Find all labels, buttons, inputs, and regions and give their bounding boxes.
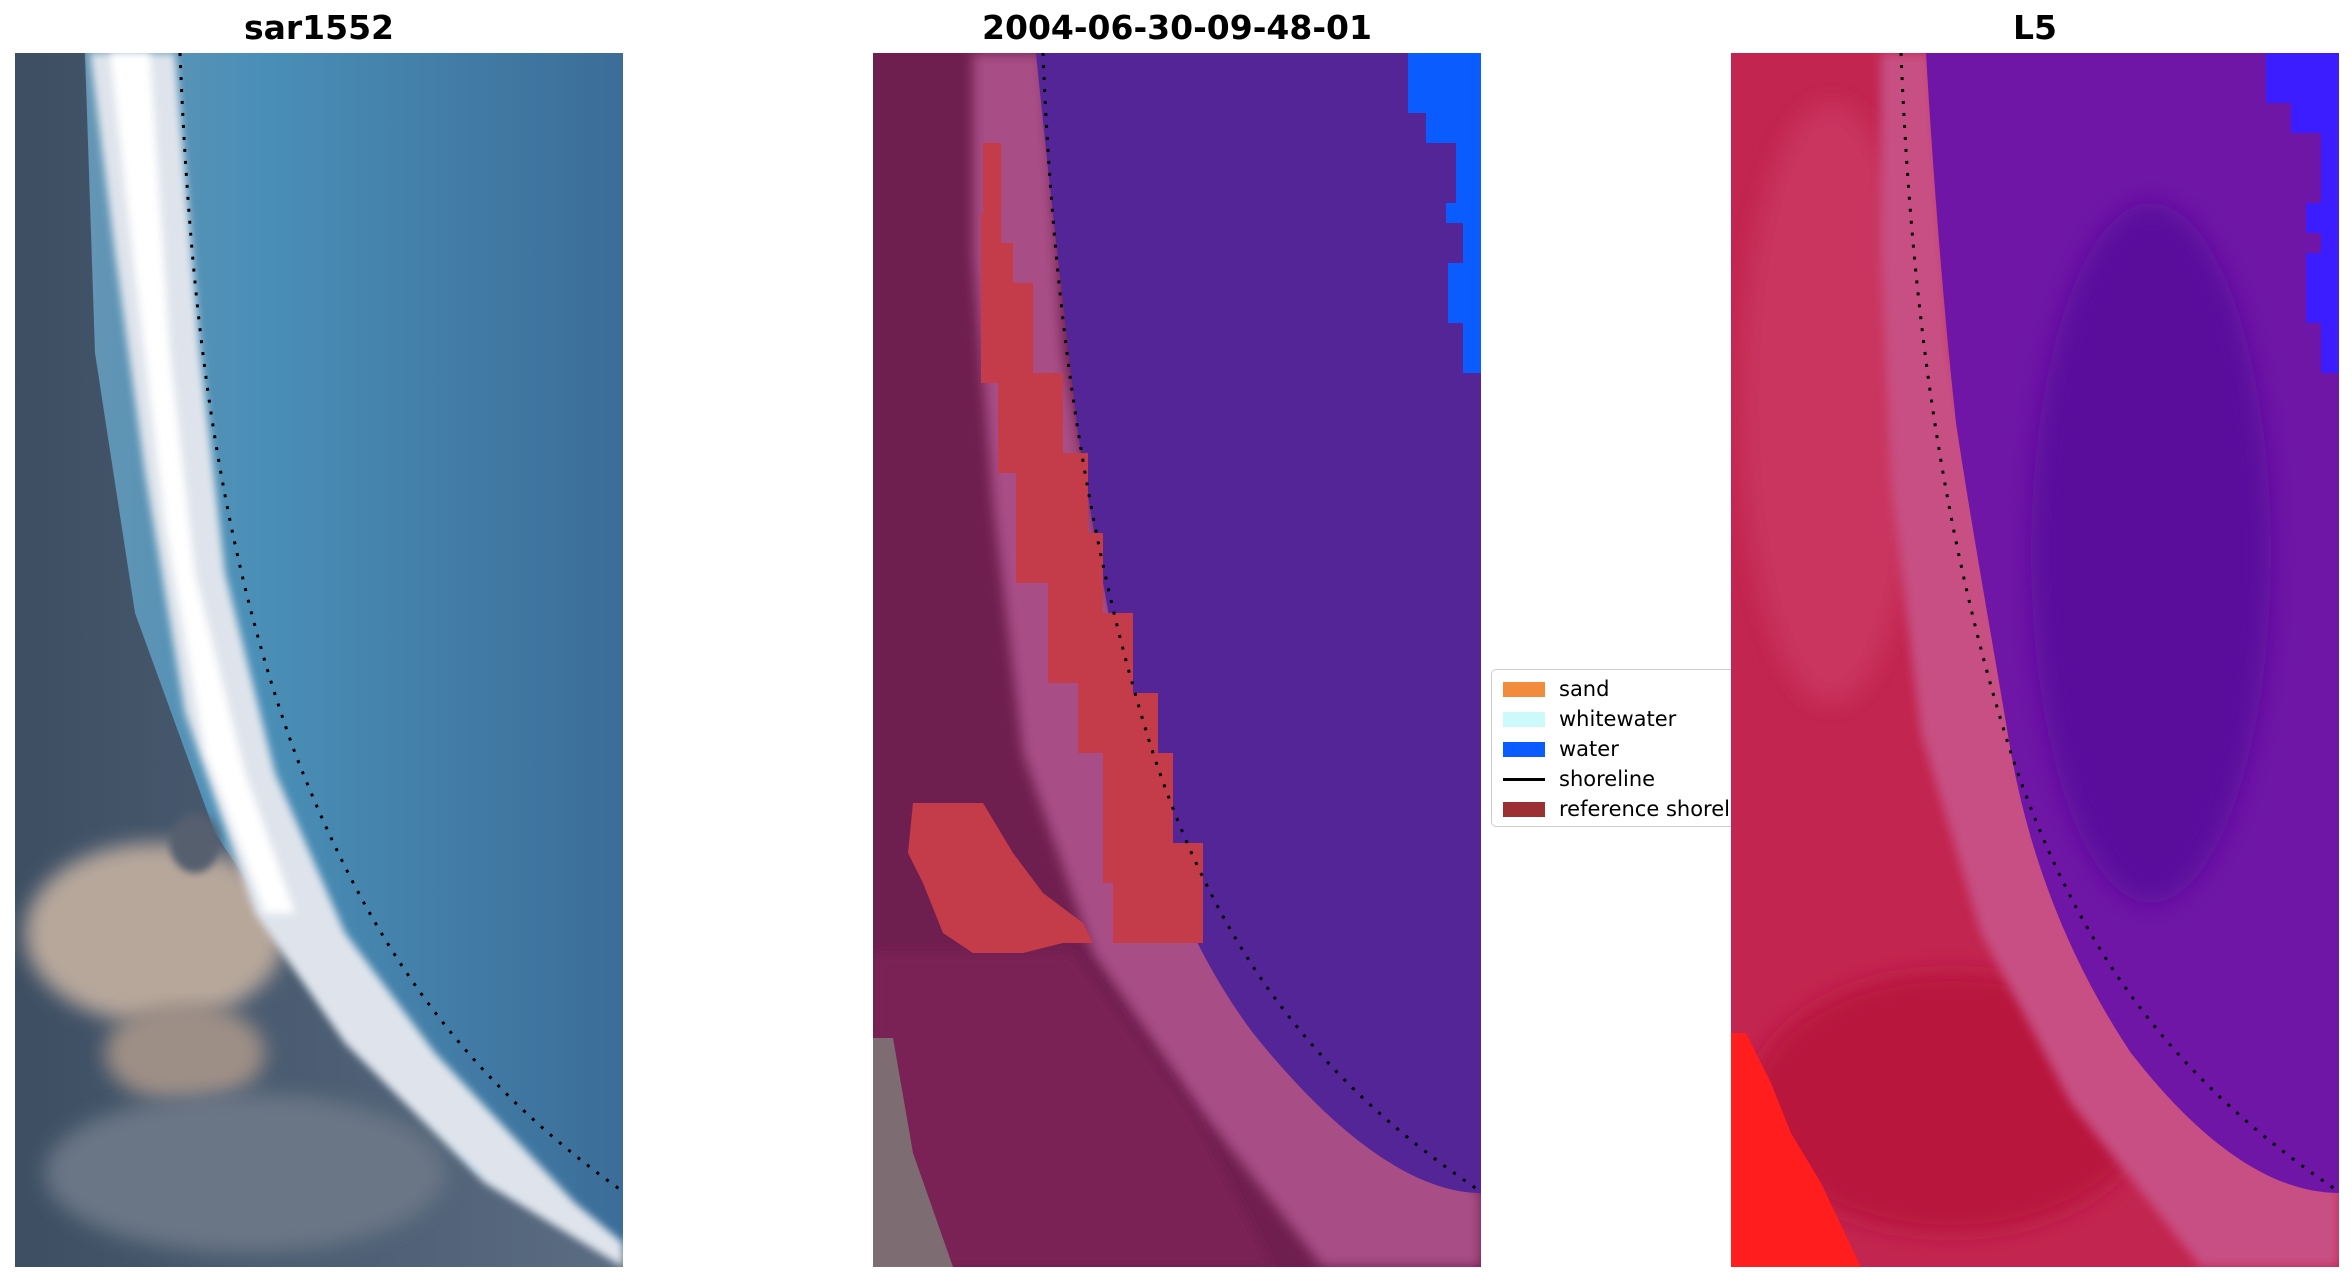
panel-title-index: L5 <box>2013 8 2057 47</box>
panel-title-rgb: sar1552 <box>243 8 395 47</box>
reference-shoreline-swatch <box>1503 802 1545 817</box>
legend-label-sand: sand <box>1559 677 1610 701</box>
index-image-panel <box>1731 53 2339 1267</box>
rgb-image-panel <box>15 53 623 1267</box>
classified-image <box>873 53 1481 1267</box>
legend-label-whitewater: whitewater <box>1559 707 1677 731</box>
classified-image-panel <box>873 53 1481 1267</box>
legend-label-shoreline: shoreline <box>1559 767 1656 791</box>
whitewater-swatch <box>1503 712 1545 727</box>
rgb-image <box>15 53 623 1267</box>
shoreline-line-swatch <box>1503 778 1545 781</box>
water-swatch <box>1503 742 1545 757</box>
panel-title-classified: 2004-06-30-09-48-01 <box>982 8 1372 47</box>
legend-label-water: water <box>1559 737 1619 761</box>
legend: sand whitewater water shoreline referenc… <box>1491 669 1731 827</box>
legend-label-reference-shoreline: reference shoreline <box>1559 797 1731 821</box>
sand-swatch <box>1503 682 1545 697</box>
index-image <box>1731 53 2339 1267</box>
